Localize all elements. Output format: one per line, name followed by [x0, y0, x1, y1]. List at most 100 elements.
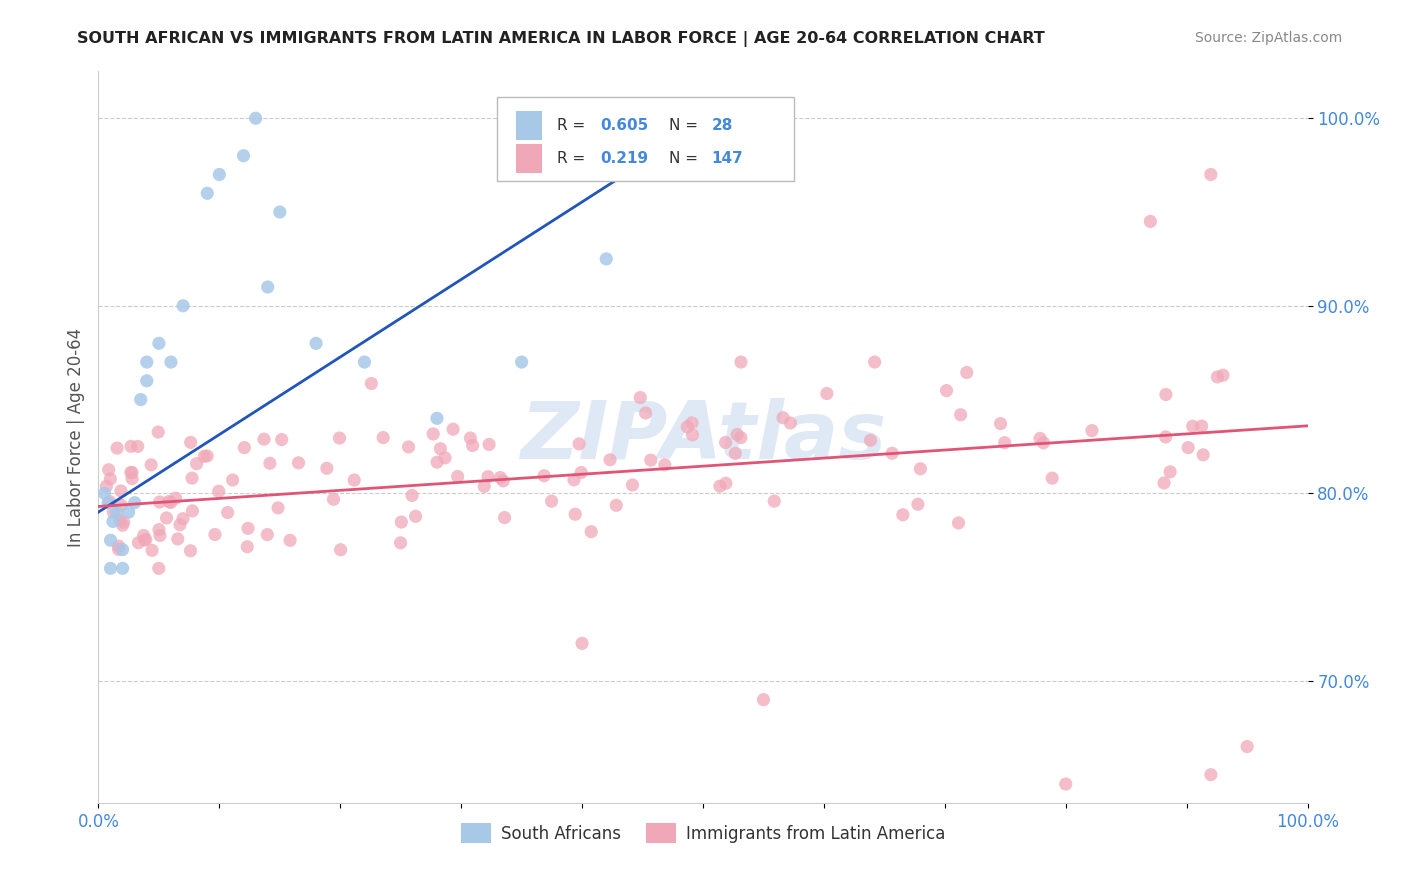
- Legend: South Africans, Immigrants from Latin America: South Africans, Immigrants from Latin Am…: [454, 817, 952, 849]
- Point: [1139, 214, 1161, 228]
- Point: [956, 366, 979, 380]
- Point: [949, 408, 972, 422]
- Point: [709, 479, 731, 493]
- Point: [429, 442, 451, 456]
- Point: [105, 441, 128, 455]
- Point: [1236, 739, 1258, 754]
- Point: [1199, 168, 1222, 182]
- Point: [725, 427, 748, 442]
- Point: [779, 416, 801, 430]
- Point: [96, 479, 118, 493]
- Point: [110, 498, 132, 512]
- Point: [460, 431, 482, 445]
- Point: [1154, 387, 1177, 401]
- Point: [100, 533, 122, 548]
- Text: 0.219: 0.219: [600, 151, 648, 166]
- Point: [676, 420, 699, 434]
- Point: [681, 427, 703, 442]
- Point: [477, 469, 499, 483]
- Point: [571, 636, 593, 650]
- Point: [510, 355, 533, 369]
- Point: [654, 458, 676, 472]
- Point: [180, 435, 202, 450]
- Point: [181, 504, 204, 518]
- Point: [93, 486, 115, 500]
- Point: [1206, 370, 1229, 384]
- Point: [127, 535, 149, 549]
- Text: ZIPAtlas: ZIPAtlas: [520, 398, 886, 476]
- Point: [256, 527, 278, 541]
- Point: [568, 437, 591, 451]
- Point: [134, 533, 156, 547]
- Point: [135, 355, 157, 369]
- Point: [426, 411, 449, 425]
- Point: [157, 494, 180, 508]
- Point: [148, 336, 170, 351]
- Point: [447, 469, 470, 483]
- Point: [1199, 767, 1222, 781]
- Point: [389, 515, 412, 529]
- Point: [160, 355, 183, 369]
- Point: [1212, 368, 1234, 383]
- Point: [236, 521, 259, 535]
- Point: [863, 355, 886, 369]
- Point: [195, 186, 218, 201]
- Point: [120, 439, 142, 453]
- Point: [360, 376, 382, 391]
- Point: [1154, 430, 1177, 444]
- Point: [1081, 424, 1104, 438]
- Point: [353, 355, 375, 369]
- Point: [181, 471, 204, 485]
- Point: [245, 112, 267, 126]
- Point: [990, 417, 1012, 431]
- Point: [634, 406, 657, 420]
- Point: [859, 434, 882, 448]
- Point: [579, 524, 602, 539]
- Point: [148, 523, 170, 537]
- Point: [401, 488, 423, 502]
- Point: [426, 455, 449, 469]
- Point: [221, 473, 243, 487]
- Text: SOUTH AFRICAN VS IMMIGRANTS FROM LATIN AMERICA IN LABOR FORCE | AGE 20-64 CORREL: SOUTH AFRICAN VS IMMIGRANTS FROM LATIN A…: [77, 31, 1045, 47]
- Point: [948, 516, 970, 530]
- Point: [1040, 471, 1063, 485]
- Point: [278, 533, 301, 548]
- Point: [329, 542, 352, 557]
- Point: [97, 463, 120, 477]
- Point: [398, 440, 420, 454]
- Point: [98, 472, 121, 486]
- Point: [217, 506, 239, 520]
- Point: [1054, 777, 1077, 791]
- Text: 147: 147: [711, 151, 744, 166]
- Point: [489, 470, 512, 484]
- Point: [405, 509, 427, 524]
- Point: [193, 450, 215, 464]
- Point: [389, 536, 412, 550]
- Point: [287, 456, 309, 470]
- Point: [98, 494, 121, 508]
- Point: [155, 511, 177, 525]
- Point: [1192, 448, 1215, 462]
- Point: [110, 483, 132, 498]
- Point: [343, 473, 366, 487]
- Point: [461, 438, 484, 452]
- Point: [172, 299, 194, 313]
- Point: [129, 392, 152, 407]
- Point: [564, 508, 586, 522]
- Point: [195, 449, 218, 463]
- Point: [112, 515, 135, 529]
- Point: [1181, 419, 1204, 434]
- Point: [208, 168, 231, 182]
- Bar: [516, 111, 543, 140]
- Point: [97, 496, 120, 510]
- Point: [599, 452, 621, 467]
- Point: [267, 500, 290, 515]
- Text: 0.605: 0.605: [600, 118, 648, 133]
- Point: [472, 479, 495, 493]
- Point: [148, 561, 170, 575]
- Point: [540, 494, 562, 508]
- Point: [165, 491, 187, 505]
- Point: [160, 495, 183, 509]
- Point: [1191, 419, 1213, 434]
- Point: [692, 168, 714, 182]
